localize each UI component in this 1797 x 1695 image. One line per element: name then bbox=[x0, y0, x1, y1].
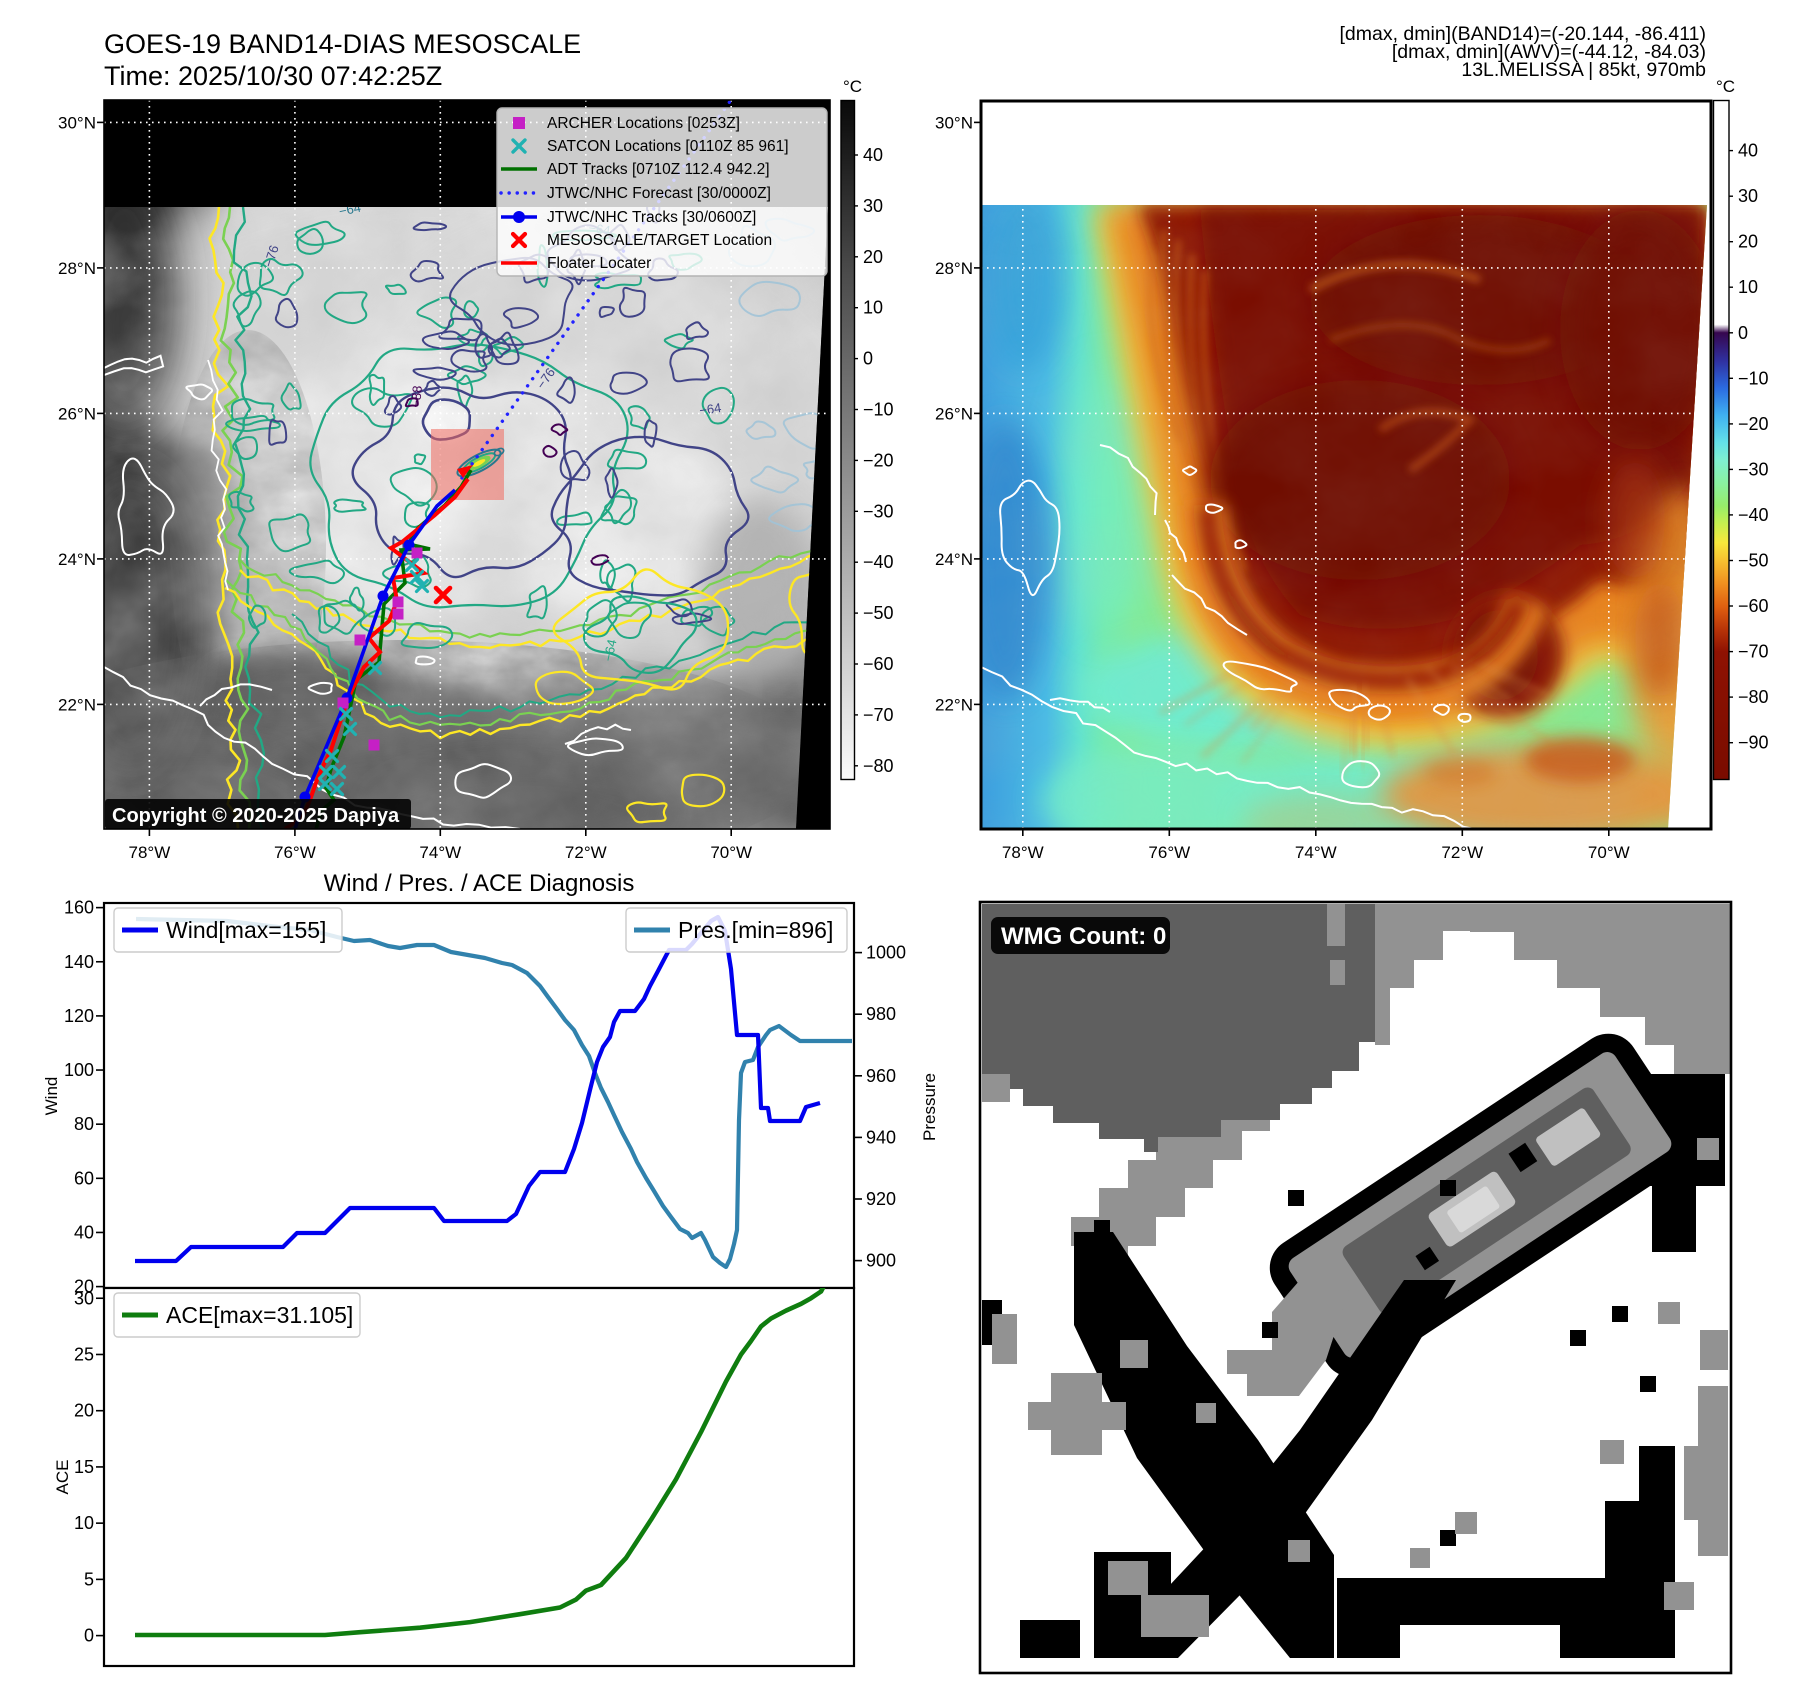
svg-text:40: 40 bbox=[1738, 141, 1758, 161]
svg-text:0: 0 bbox=[84, 1626, 94, 1646]
svg-text:−88: −88 bbox=[408, 385, 425, 408]
svg-text:960: 960 bbox=[866, 1066, 896, 1086]
svg-text:40: 40 bbox=[863, 145, 883, 165]
svg-text:22°N: 22°N bbox=[935, 695, 973, 714]
svg-text:−40: −40 bbox=[1738, 505, 1769, 525]
svg-text:−10: −10 bbox=[1738, 368, 1769, 388]
svg-text:GOES-19 BAND14-DIAS MESOSCALE: GOES-19 BAND14-DIAS MESOSCALE bbox=[104, 29, 581, 59]
svg-text:−20: −20 bbox=[1738, 414, 1769, 434]
svg-text:60: 60 bbox=[74, 1168, 94, 1188]
svg-text:−60: −60 bbox=[1738, 596, 1769, 616]
svg-text:−70: −70 bbox=[1738, 642, 1769, 662]
svg-text:−70: −70 bbox=[863, 705, 894, 725]
svg-text:10: 10 bbox=[1738, 277, 1758, 297]
svg-text:Wind[max=155]: Wind[max=155] bbox=[166, 917, 326, 943]
svg-text:30°N: 30°N bbox=[58, 113, 96, 132]
svg-text:Floater Locater: Floater Locater bbox=[547, 255, 651, 272]
svg-text:30: 30 bbox=[1738, 186, 1758, 206]
svg-text:30°N: 30°N bbox=[935, 113, 973, 132]
svg-text:80: 80 bbox=[74, 1114, 94, 1134]
svg-text:24°N: 24°N bbox=[935, 550, 973, 569]
svg-text:−50: −50 bbox=[1738, 551, 1769, 571]
svg-text:26°N: 26°N bbox=[58, 404, 96, 423]
svg-text:10: 10 bbox=[863, 298, 883, 318]
svg-text:MESOSCALE/TARGET Location: MESOSCALE/TARGET Location bbox=[547, 232, 772, 249]
svg-text:Pres.[min=896]: Pres.[min=896] bbox=[678, 917, 833, 943]
svg-text:[dmax, dmin](BAND14)=(-20.144,: [dmax, dmin](BAND14)=(-20.144, -86.411) bbox=[1339, 23, 1706, 45]
svg-text:−90: −90 bbox=[1738, 733, 1769, 753]
svg-text:40: 40 bbox=[74, 1222, 94, 1242]
svg-text:78°W: 78°W bbox=[1002, 843, 1044, 862]
svg-text:28°N: 28°N bbox=[935, 259, 973, 278]
svg-text:ACE: ACE bbox=[53, 1460, 72, 1495]
svg-text:−80: −80 bbox=[863, 756, 894, 776]
svg-text:13L.MELISSA | 85kt, 970mb: 13L.MELISSA | 85kt, 970mb bbox=[1461, 59, 1706, 81]
svg-text:76°W: 76°W bbox=[1148, 843, 1190, 862]
svg-text:78°W: 78°W bbox=[129, 843, 171, 862]
svg-text:0: 0 bbox=[863, 349, 873, 369]
svg-text:30: 30 bbox=[863, 196, 883, 216]
svg-text:20: 20 bbox=[1738, 232, 1758, 252]
svg-text:WMG Count: 0: WMG Count: 0 bbox=[1001, 923, 1166, 950]
svg-text:−30: −30 bbox=[863, 501, 894, 521]
svg-text:−80: −80 bbox=[1738, 687, 1769, 707]
svg-text:Wind: Wind bbox=[42, 1077, 61, 1116]
svg-text:−30: −30 bbox=[1738, 459, 1769, 479]
svg-text:SATCON Locations [0110Z 85 961: SATCON Locations [0110Z 85 961] bbox=[547, 138, 789, 155]
svg-text:−64: −64 bbox=[600, 638, 619, 663]
svg-text:940: 940 bbox=[866, 1127, 896, 1147]
svg-text:74°W: 74°W bbox=[419, 843, 461, 862]
svg-text:−64: −64 bbox=[338, 200, 363, 219]
svg-text:72°W: 72°W bbox=[565, 843, 607, 862]
svg-text:1000: 1000 bbox=[866, 943, 906, 963]
svg-text:26°N: 26°N bbox=[935, 404, 973, 423]
svg-text:−50: −50 bbox=[863, 603, 894, 623]
svg-text:[dmax, dmin](AWV)=(-44.12, -84: [dmax, dmin](AWV)=(-44.12, -84.03) bbox=[1392, 41, 1706, 63]
svg-text:JTWC/NHC Forecast [30/0000Z]: JTWC/NHC Forecast [30/0000Z] bbox=[547, 185, 771, 202]
svg-text:Copyright © 2020-2025 Dapiya: Copyright © 2020-2025 Dapiya bbox=[112, 805, 400, 827]
svg-text:20: 20 bbox=[74, 1401, 94, 1421]
svg-text:−10: −10 bbox=[863, 400, 894, 420]
svg-text:−76: −76 bbox=[261, 243, 282, 269]
svg-text:70°W: 70°W bbox=[1588, 843, 1630, 862]
svg-text:−60: −60 bbox=[863, 654, 894, 674]
svg-text:76°W: 76°W bbox=[274, 843, 316, 862]
svg-text:72°W: 72°W bbox=[1441, 843, 1483, 862]
svg-text:JTWC/NHC Tracks [30/0600Z]: JTWC/NHC Tracks [30/0600Z] bbox=[547, 209, 756, 226]
svg-text:ARCHER Locations [0253Z]: ARCHER Locations [0253Z] bbox=[547, 115, 740, 132]
svg-text:20: 20 bbox=[74, 1277, 94, 1297]
svg-text:°C: °C bbox=[1716, 77, 1735, 96]
svg-text:−40: −40 bbox=[863, 552, 894, 572]
svg-text:24°N: 24°N bbox=[58, 550, 96, 569]
svg-text:70°W: 70°W bbox=[710, 843, 752, 862]
svg-text:160: 160 bbox=[64, 898, 94, 918]
svg-text:74°W: 74°W bbox=[1295, 843, 1337, 862]
svg-text:−64: −64 bbox=[698, 400, 722, 418]
svg-text:140: 140 bbox=[64, 952, 94, 972]
svg-text:100: 100 bbox=[64, 1060, 94, 1080]
svg-text:0: 0 bbox=[1738, 323, 1748, 343]
svg-text:10: 10 bbox=[74, 1513, 94, 1533]
svg-text:Time: 2025/10/30 07:42:25Z: Time: 2025/10/30 07:42:25Z bbox=[104, 61, 442, 91]
svg-text:5: 5 bbox=[84, 1569, 94, 1589]
svg-text:ADT Tracks [0710Z 112.4 942.2]: ADT Tracks [0710Z 112.4 942.2] bbox=[547, 161, 770, 178]
svg-text:900: 900 bbox=[866, 1251, 896, 1271]
svg-text:°C: °C bbox=[843, 77, 862, 96]
svg-text:−20: −20 bbox=[863, 450, 894, 470]
svg-text:25: 25 bbox=[74, 1344, 94, 1364]
svg-text:Wind / Pres. / ACE Diagnosis: Wind / Pres. / ACE Diagnosis bbox=[324, 870, 635, 897]
svg-text:ACE[max=31.105]: ACE[max=31.105] bbox=[166, 1302, 353, 1328]
svg-text:920: 920 bbox=[866, 1189, 896, 1209]
svg-text:20: 20 bbox=[863, 247, 883, 267]
svg-text:28°N: 28°N bbox=[58, 259, 96, 278]
svg-text:22°N: 22°N bbox=[58, 695, 96, 714]
svg-text:30: 30 bbox=[74, 1288, 94, 1308]
svg-text:980: 980 bbox=[866, 1004, 896, 1024]
svg-text:Pressure: Pressure bbox=[920, 1073, 939, 1141]
svg-text:120: 120 bbox=[64, 1006, 94, 1026]
svg-text:15: 15 bbox=[74, 1457, 94, 1477]
